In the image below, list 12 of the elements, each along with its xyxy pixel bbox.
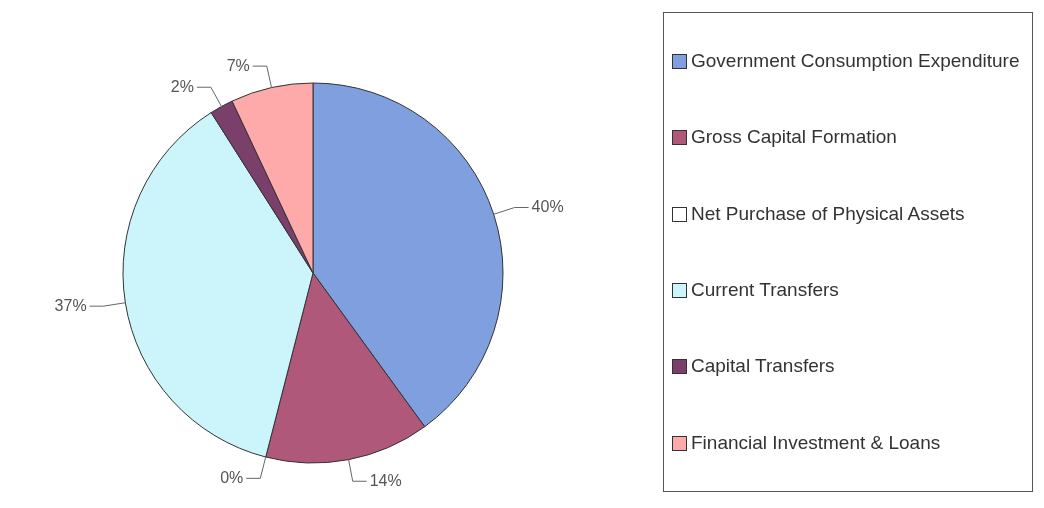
data-label: 40%: [531, 198, 564, 216]
data-label: 7%: [226, 57, 250, 75]
data-label: 37%: [54, 297, 87, 315]
legend-label: Financial Investment & Loans: [691, 431, 941, 454]
data-label: 2%: [170, 78, 194, 96]
data-label: 14%: [369, 472, 402, 490]
legend-label: Government Consumption Expenditure: [691, 50, 1020, 73]
legend-label: Capital Transfers: [691, 355, 835, 378]
legend-label: Gross Capital Formation: [691, 126, 897, 149]
legend-label: Current Transfers: [691, 279, 839, 302]
legend-label: Net Purchase of Physical Assets: [691, 202, 965, 225]
text: 0%: [220, 469, 244, 487]
